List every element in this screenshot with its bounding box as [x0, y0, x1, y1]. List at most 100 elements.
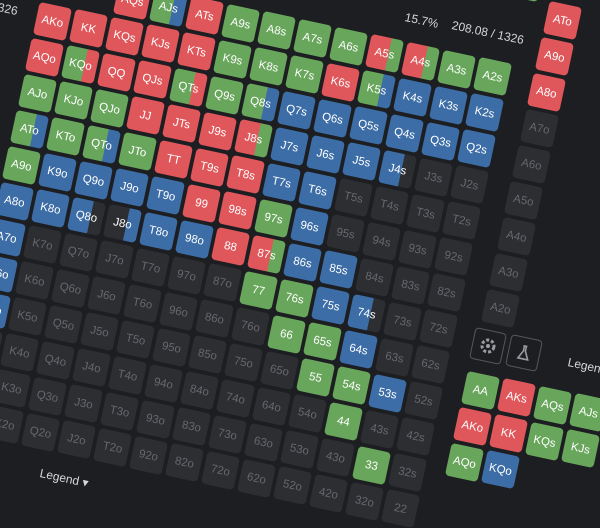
hand-cell[interactable]: K3s	[428, 85, 468, 125]
hand-cell[interactable]: 73o	[208, 414, 248, 455]
hand-cell[interactable]: A8o	[0, 181, 34, 221]
hand-cell[interactable]: Q6s	[313, 98, 353, 138]
settings-button[interactable]	[469, 327, 507, 365]
hand-cell[interactable]: K6s	[320, 62, 360, 102]
hand-cell[interactable]: A7o	[519, 108, 559, 148]
hand-cell[interactable]: 83s	[390, 265, 430, 305]
hand-cell[interactable]: 92o	[128, 435, 168, 475]
hand-cell[interactable]: 62o	[236, 458, 276, 498]
hand-cell[interactable]: 62s	[411, 345, 451, 385]
hand-cell[interactable]: J2s	[449, 165, 489, 205]
hand-cell[interactable]: Q5o	[43, 304, 83, 344]
hand-cell[interactable]: A7s	[292, 18, 332, 59]
hand-cell[interactable]: 87s	[246, 234, 286, 275]
hand-cell[interactable]: 86s	[282, 242, 322, 282]
hand-cell[interactable]: T6s	[297, 170, 337, 210]
hand-cell[interactable]: 33	[352, 445, 392, 485]
hand-cell[interactable]: 85s	[318, 250, 358, 290]
hand-cell[interactable]: A5s	[364, 34, 404, 74]
hand-cell[interactable]: 77	[238, 270, 279, 311]
hand-cell[interactable]: 96s	[290, 206, 330, 246]
hand-cell[interactable]: AJs	[568, 393, 600, 433]
hand-cell[interactable]: 84o	[179, 371, 220, 411]
hand-cell[interactable]: J9o	[110, 168, 150, 208]
hand-cell[interactable]: A3o	[488, 252, 529, 292]
hand-cell[interactable]: 73s	[382, 301, 423, 341]
hand-cell[interactable]: KJs	[140, 24, 180, 64]
hand-cell[interactable]: A9s	[220, 3, 260, 43]
hand-cell[interactable]: A8o	[527, 72, 567, 112]
hand-cell[interactable]: Q3o	[28, 376, 68, 416]
hand-cell[interactable]: 74s	[346, 293, 387, 334]
hand-cell[interactable]: 98s	[218, 191, 258, 231]
hand-cell[interactable]: A6o	[511, 144, 551, 184]
hand-cell[interactable]: J4o	[71, 348, 112, 388]
hand-cell[interactable]: 54s	[331, 365, 371, 406]
hand-cell[interactable]: KTs	[176, 32, 216, 72]
hand-cell[interactable]: 42s	[395, 417, 436, 457]
hand-cell[interactable]: KK	[68, 9, 108, 49]
hand-cell[interactable]: 55	[295, 358, 335, 398]
hand-cell[interactable]: QTs	[169, 68, 209, 108]
hand-cell[interactable]: 94s	[362, 221, 402, 262]
hand-cell[interactable]: K6o	[15, 261, 55, 301]
hand-cell[interactable]: 64o	[251, 386, 292, 426]
hand-cell[interactable]: 42o	[308, 473, 348, 514]
hand-cell[interactable]: J3o	[64, 384, 104, 424]
hand-cell[interactable]: 75s	[310, 286, 351, 326]
hand-cell[interactable]: Q4s	[385, 113, 425, 154]
hand-cell[interactable]: Q5s	[349, 106, 389, 146]
hand-cell[interactable]: 65o	[259, 350, 299, 390]
hand-cell[interactable]: T2s	[441, 201, 481, 241]
hand-cell[interactable]: Q7s	[277, 90, 317, 131]
hand-cell[interactable]: JTs	[161, 104, 201, 144]
hand-cell[interactable]: K9o	[38, 153, 78, 193]
hand-cell[interactable]: 86o	[195, 299, 235, 339]
hand-cell[interactable]: A6s	[328, 26, 368, 66]
hand-cell[interactable]: 22	[380, 489, 420, 528]
hand-cell[interactable]: 72s	[418, 309, 459, 349]
hand-cell[interactable]: 97s	[254, 198, 294, 239]
hand-cell[interactable]: Q3s	[421, 121, 461, 161]
hand-cell[interactable]: 52s	[403, 381, 443, 421]
hand-cell[interactable]: 54o	[287, 394, 328, 434]
hand-cell[interactable]: Q7o	[58, 232, 99, 272]
hand-cell[interactable]: AJo	[17, 73, 57, 113]
hand-cell[interactable]: T2o	[92, 428, 132, 468]
hand-cell[interactable]: 66	[267, 314, 307, 354]
hand-cell[interactable]: 75o	[223, 342, 263, 383]
hand-cell[interactable]: 72o	[200, 450, 240, 491]
hand-cell[interactable]: AQo	[445, 442, 485, 482]
hand-cell[interactable]: 63o	[244, 422, 284, 462]
hand-cell[interactable]: Q6o	[51, 268, 91, 308]
hand-cell[interactable]: K7s	[284, 54, 324, 95]
hand-cell[interactable]: T9o	[146, 176, 186, 216]
hand-cell[interactable]: AKs	[496, 378, 536, 418]
hand-cell[interactable]: T3o	[100, 392, 140, 432]
hand-cell[interactable]: 32o	[344, 481, 384, 521]
hand-cell[interactable]: Q9s	[205, 75, 245, 115]
hand-cell[interactable]: 82s	[426, 273, 466, 313]
hand-cell[interactable]: QQ	[97, 52, 137, 92]
hand-cell[interactable]: Q9o	[74, 160, 114, 200]
hand-cell[interactable]: K8s	[248, 47, 288, 87]
hand-cell[interactable]: J8o	[102, 204, 142, 244]
hand-cell[interactable]: 22	[504, 0, 544, 2]
hand-cell[interactable]: J5s	[341, 142, 381, 182]
hand-cell[interactable]: A5o	[504, 180, 544, 220]
hand-cell[interactable]: K2o	[0, 405, 24, 445]
hand-cell[interactable]: AJs	[148, 0, 188, 28]
hand-cell[interactable]: Q8o	[66, 196, 106, 236]
hand-cell[interactable]: 87o	[202, 263, 243, 303]
hand-cell[interactable]: T3s	[405, 193, 445, 233]
hand-cell[interactable]: K5o	[7, 297, 47, 337]
hand-cell[interactable]: K4s	[392, 77, 432, 118]
hand-cell[interactable]: 53s	[367, 373, 407, 413]
hand-cell[interactable]: A2s	[472, 57, 512, 97]
hand-cell[interactable]: KQs	[104, 16, 144, 56]
hand-cell[interactable]: QJs	[133, 60, 173, 100]
hand-cell[interactable]: K7o	[22, 225, 63, 265]
hand-cell[interactable]: 44	[323, 401, 364, 442]
hand-cell[interactable]: J6s	[305, 134, 345, 174]
hand-cell[interactable]: A9o	[2, 145, 42, 185]
